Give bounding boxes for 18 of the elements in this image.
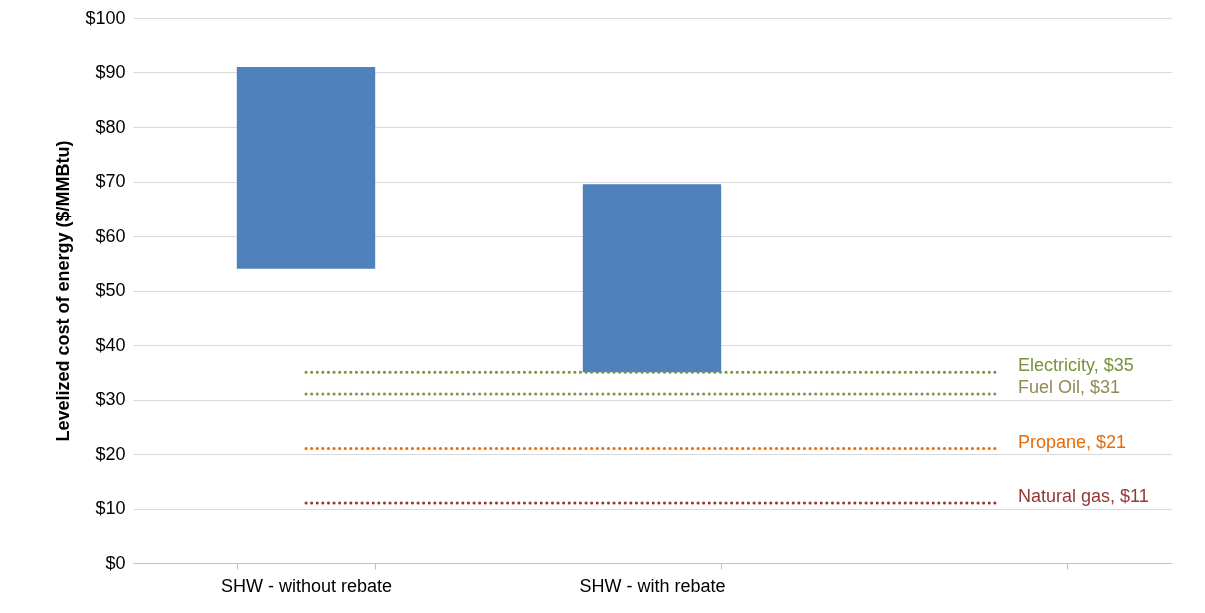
y-tick-label: $80 [95, 116, 126, 137]
y-tick-label: $10 [95, 498, 126, 518]
y-tick-label: $40 [95, 334, 126, 355]
x-tick-label: SHW - without rebate [220, 575, 393, 596]
y-tick-label: $60 [95, 225, 126, 246]
series-label: Electricity, $35 [1018, 355, 1134, 376]
y-tick-label: $90 [95, 62, 126, 82]
x-tick-label: SHW - with rebate [579, 575, 726, 596]
y-axis-title: Levelized cost of energy ($/MMBtu) [53, 140, 74, 442]
y-tick-label: $30 [95, 389, 126, 409]
y-tick-label: $100 [85, 7, 126, 28]
series-label: Fuel Oil, $31 [1018, 377, 1121, 398]
y-tick-label: $50 [95, 280, 126, 300]
y-tick-label: $0 [105, 552, 126, 573]
y-tick-label: $20 [95, 443, 126, 464]
y-tick-label: $70 [95, 171, 126, 191]
series-label: Natural gas, $11 [1018, 486, 1149, 507]
series-label: Propane, $21 [1018, 431, 1127, 452]
